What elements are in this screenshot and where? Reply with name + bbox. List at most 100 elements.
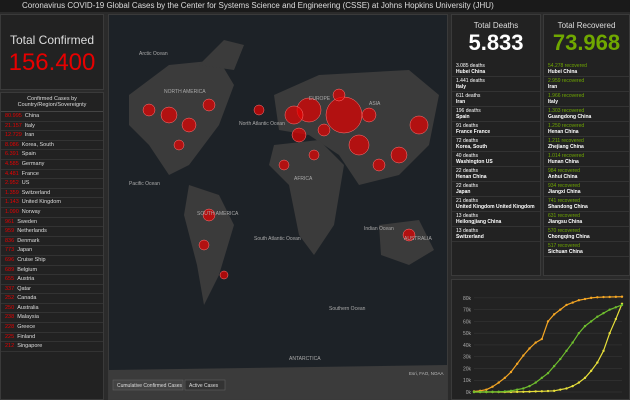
case-bubble — [181, 117, 197, 133]
death-count: 22 deaths — [456, 183, 478, 189]
death-count: 13 deaths — [456, 228, 478, 234]
case-bubble — [372, 158, 386, 172]
country-name: Finland — [17, 333, 36, 340]
country-count: 655 — [5, 276, 15, 283]
y-tick-label: 80k — [463, 296, 472, 302]
country-name: Spain — [21, 151, 36, 158]
country-count: 337 — [5, 285, 15, 292]
case-bubble — [202, 208, 216, 222]
recovered-place: Zhejiang China — [548, 144, 584, 150]
case-bubble — [308, 149, 320, 161]
death-row: 22 deaths Japan — [452, 182, 540, 197]
recovered-row: 1.211 recovered Zhejiang China — [544, 137, 629, 152]
series-point — [522, 387, 525, 390]
death-row: 1.441 deaths Italy — [452, 77, 540, 92]
map-tab-label[interactable]: Active Cases — [189, 383, 219, 389]
map-label: AUSTRALIA — [404, 236, 432, 242]
series-point — [589, 369, 593, 373]
recovered-row: 934 recovered Jiangxi China — [544, 182, 629, 197]
series-point — [552, 389, 556, 393]
series-point — [583, 297, 587, 301]
country-count: 1.143 — [5, 199, 19, 206]
series-point — [565, 387, 568, 390]
country-count: 696 — [5, 256, 15, 263]
map-tab[interactable] — [112, 379, 184, 391]
series-point — [583, 376, 587, 380]
country-row: 228 Greece — [1, 323, 103, 333]
case-bubble — [325, 96, 363, 134]
recovered-total: 73.968 — [552, 30, 621, 55]
series-point — [546, 320, 550, 323]
header-title: Coronavirus COVID-19 Global Cases by the… — [0, 0, 630, 12]
case-bubble — [409, 115, 429, 135]
country-name: Australia — [17, 304, 39, 311]
country-count: 961 — [5, 218, 15, 225]
deaths-total: 5.833 — [468, 30, 524, 55]
recovered-place: Italy — [548, 99, 559, 105]
y-tick-label: 20k — [463, 366, 472, 372]
series-point — [577, 331, 581, 335]
series-point — [540, 390, 544, 393]
recovered-place: Chongqing China — [548, 234, 590, 240]
series-point — [478, 390, 482, 394]
country-row: 1.143 United Kingdom — [1, 198, 103, 208]
country-count: 773 — [5, 247, 15, 254]
recovered-row: 1.014 recovered Hunan China — [544, 152, 629, 167]
country-count: 228 — [5, 324, 15, 331]
death-row: 72 deaths Korea, South — [452, 137, 540, 152]
series-point — [596, 361, 599, 364]
country-name: Qatar — [17, 285, 31, 292]
case-bubble — [348, 134, 370, 156]
country-row: 12.729 Iran — [1, 131, 103, 141]
series-point — [546, 371, 550, 375]
case-bubble — [219, 270, 229, 280]
case-bubble — [332, 88, 346, 102]
recovered-count: 517 recovered — [548, 243, 580, 249]
series-point — [589, 296, 593, 300]
map-attribution: Esri, FAO, NOAA — [409, 371, 444, 376]
country-name: Korea, South — [21, 141, 54, 148]
y-tick-label: 60k — [463, 319, 472, 325]
series-point — [491, 385, 494, 388]
country-name: Denmark — [17, 237, 40, 244]
recovered-count: 984 recovered — [548, 168, 580, 174]
series-point — [559, 308, 562, 311]
series-point — [614, 317, 618, 321]
death-count: 21 deaths — [456, 198, 478, 204]
map-label: SOUTH AMERICA — [197, 211, 239, 217]
country-row: 225 Finland — [1, 333, 103, 343]
series-point — [515, 362, 519, 365]
recovered-row: 1.966 recovered Italy — [544, 92, 629, 107]
series-point — [602, 349, 605, 353]
y-tick-label: 70k — [463, 308, 472, 314]
country-row: 4.481 France — [1, 170, 103, 180]
case-bubble — [284, 105, 304, 125]
country-count: 6.391 — [5, 151, 19, 158]
country-count: 689 — [5, 266, 15, 273]
series-point — [559, 357, 562, 361]
recovered-row: 631 recovered Jiangsu China — [544, 212, 629, 227]
series-point — [522, 390, 525, 393]
series-point — [534, 390, 537, 393]
death-count: 3.085 deaths — [456, 63, 485, 69]
country-count: 4.585 — [5, 160, 19, 167]
map-tab-label[interactable]: Cumulative Confirmed Cases — [117, 383, 183, 389]
country-name: Cruise Ship — [17, 256, 46, 263]
country-count: 80.995 — [5, 113, 22, 119]
series-point — [509, 389, 513, 393]
country-name: Switzerland — [21, 189, 51, 196]
map-tab[interactable] — [184, 379, 226, 391]
death-place: Iran — [456, 99, 466, 105]
list-title: Confirmed Cases by Country/Region/Sovere… — [1, 93, 103, 112]
country-count: 212 — [5, 343, 15, 350]
map-label: AFRICA — [294, 176, 313, 182]
death-place: Italy — [456, 84, 467, 90]
death-count: 13 deaths — [456, 213, 478, 219]
series-point — [546, 389, 550, 393]
land — [109, 40, 447, 399]
confirmed-title: Total Confirmed — [9, 33, 95, 47]
recovered-place: Iran — [548, 84, 558, 90]
country-name: China — [24, 113, 40, 119]
death-count: 72 deaths — [456, 138, 478, 144]
recovered-place: Anhui China — [548, 174, 578, 180]
